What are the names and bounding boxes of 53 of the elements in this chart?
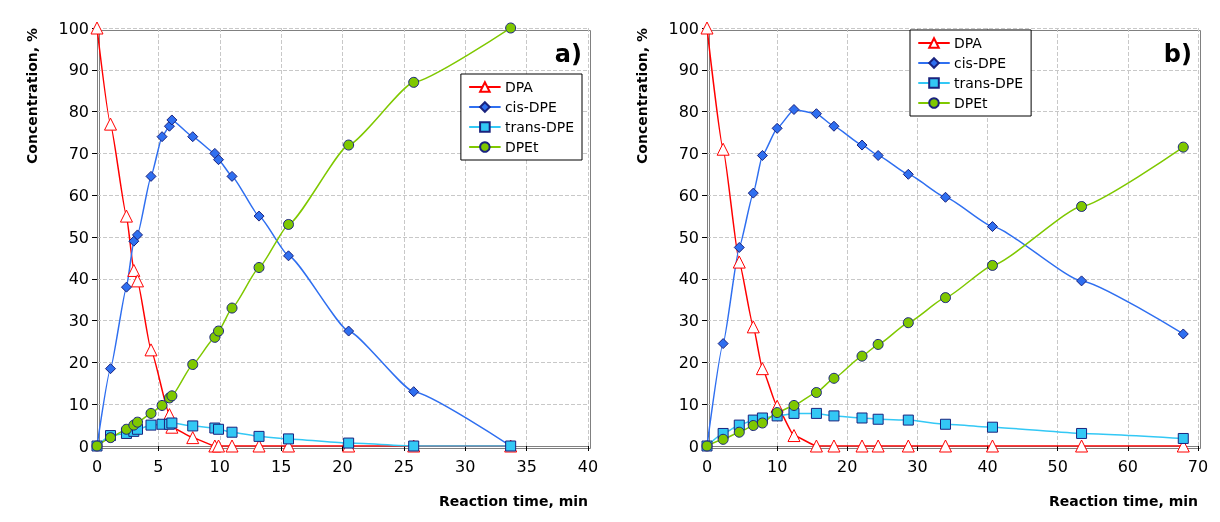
x-tick-label: 25 xyxy=(393,456,415,476)
x-tick-label: 10 xyxy=(209,456,230,476)
annotation: b) xyxy=(1163,40,1193,68)
legend-label: DPEt xyxy=(954,95,989,111)
y-tick-label: 0 xyxy=(78,436,89,456)
x-tick-label: 70 xyxy=(1187,456,1209,476)
y-axis-title: Concentration, % xyxy=(24,28,40,164)
y-tick-label: 30 xyxy=(678,311,699,331)
legend-label: DPEt xyxy=(504,139,539,155)
y-tick-label: 20 xyxy=(678,352,699,372)
y-tick-label: 80 xyxy=(678,102,699,122)
x-tick-label: 20 xyxy=(332,456,353,476)
legend-label: cis-DPE xyxy=(954,55,1007,71)
x-tick-label: 15 xyxy=(270,456,292,476)
y-axis-title: Concentration, % xyxy=(634,28,650,164)
y-tick-label: 40 xyxy=(68,269,89,289)
y-tick-label: 60 xyxy=(68,185,89,205)
x-axis-title: Reaction time, min xyxy=(438,493,588,509)
y-tick-label: 0 xyxy=(688,436,699,456)
y-tick-label: 70 xyxy=(678,143,699,163)
x-tick-label: 60 xyxy=(1117,456,1139,476)
annotation: a) xyxy=(554,40,583,68)
legend-label: cis-DPE xyxy=(504,99,557,115)
x-tick-label: 40 xyxy=(577,456,599,476)
y-tick-label: 60 xyxy=(678,185,699,205)
x-tick-label: 35 xyxy=(516,456,537,476)
x-tick-label: 40 xyxy=(977,456,998,476)
x-tick-label: 10 xyxy=(766,456,788,476)
x-tick-label: 0 xyxy=(91,456,103,476)
y-tick-label: 40 xyxy=(678,269,699,289)
y-tick-label: 80 xyxy=(68,102,89,122)
y-tick-label: 20 xyxy=(68,352,89,372)
x-axis-title: Reaction time, min xyxy=(1048,493,1198,509)
y-tick-label: 10 xyxy=(678,394,699,414)
y-tick-label: 30 xyxy=(68,311,89,331)
y-tick-label: 100 xyxy=(58,18,89,38)
x-tick-label: 20 xyxy=(837,456,858,476)
y-tick-label: 100 xyxy=(668,18,699,38)
legend-label: trans-DPE xyxy=(504,119,575,135)
y-tick-label: 50 xyxy=(68,227,89,247)
y-tick-label: 70 xyxy=(68,143,89,163)
x-tick-label: 30 xyxy=(455,456,476,476)
legend-label: DPA xyxy=(954,35,983,51)
y-tick-label: 10 xyxy=(68,394,89,414)
y-tick-label: 50 xyxy=(678,227,699,247)
y-tick-label: 90 xyxy=(678,60,699,80)
x-tick-label: 30 xyxy=(907,456,928,476)
x-tick-label: 0 xyxy=(701,456,713,476)
x-tick-label: 50 xyxy=(1047,456,1068,476)
y-tick-label: 90 xyxy=(68,60,89,80)
legend-label: trans-DPE xyxy=(954,75,1024,91)
x-tick-label: 5 xyxy=(153,456,164,476)
legend-label: DPA xyxy=(504,79,534,95)
